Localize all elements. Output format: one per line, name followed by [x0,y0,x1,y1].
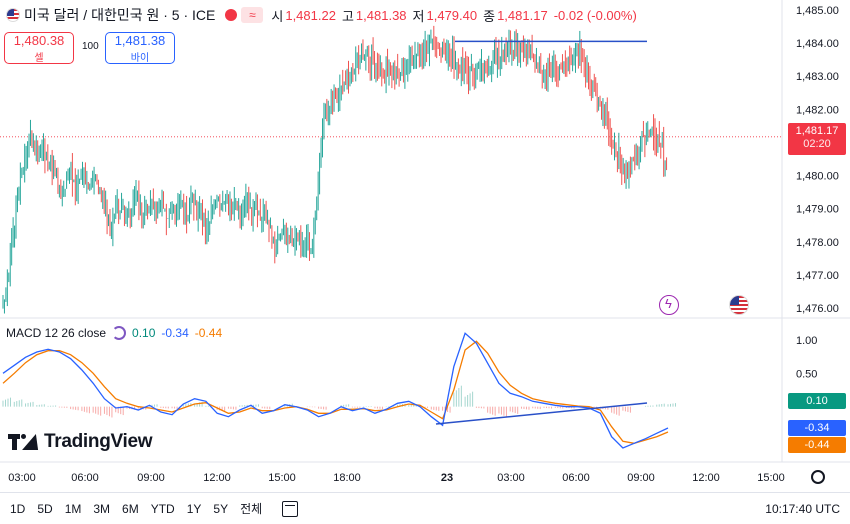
low-label: 저 [412,8,425,24]
tradingview-logo-icon [8,432,44,452]
macd-tick-label: 1.00 [796,335,817,347]
sell-price: 1,480.38 [13,32,65,48]
tradingview-logo[interactable]: TradingView [8,431,153,453]
market-status-icon [225,9,238,21]
last-price-tag: 1,481.17 02:20 [788,123,846,155]
loading-icon [112,326,127,340]
macd-tag: 0.10 [788,393,846,409]
us-flag-icon [6,8,20,22]
price-tick-label: 1,479.00 [796,204,839,216]
chart-header: 미국 달러 / 대한민국 원 · 5 · ICE ≈ 시 1,481.22 고 … [0,0,643,30]
range-button-5[interactable]: YTD [150,501,175,516]
time-tick-label: 06:00 [562,472,590,484]
time-tick-label: 09:00 [137,472,165,484]
range-button-0[interactable]: 1D [10,501,26,516]
sell-button[interactable]: 1,480.38 셀 [4,32,74,64]
macd-tick-label: 0.50 [796,368,817,380]
macd-pane [2,332,676,449]
time-tick-label: 12:00 [203,472,231,484]
time-tick-label: 15:00 [757,472,785,484]
time-tick-label: 18:00 [333,472,361,484]
range-button-4[interactable]: 6M [122,501,139,516]
spread-value: 100 [82,41,99,52]
price-tick-label: 1,480.00 [796,171,839,183]
signal-value: -0.34 [161,326,189,340]
low-value: 1,479.40 [426,7,478,23]
macd-line [2,332,669,449]
chart-canvas[interactable]: 1,476.00 1,477.00 1,478.00 1,479.00 1,480.00… [0,0,850,492]
price-tick-label: 1,483.00 [796,71,839,83]
close-value: 1,481.17 [497,7,548,23]
price-tick-label: 1,482.00 [796,104,839,116]
price-tick-label: 1,476.00 [796,303,839,315]
time-axis: 03:00 06:00 09:00 12:00 15:00 18:00 23 03:00 06:… [8,472,785,484]
open-label: 시 [271,8,284,24]
time-tick-label: 06:00 [71,472,99,484]
macd-trendline[interactable] [435,402,648,425]
time-tick-label: 03:00 [8,472,36,484]
change-value: -0.02 (-0.00%) [553,7,637,23]
buy-button[interactable]: 1,481.38 바이 [105,32,175,64]
macd-legend[interactable]: MACD 12 26 close 0.10 -0.34 -0.44 [6,326,222,340]
time-tick-label: 09:00 [627,472,655,484]
time-tick-label: 23 [441,472,453,484]
range-button-3[interactable]: 3M [93,501,111,516]
gear-icon[interactable] [811,470,825,484]
range-button-2[interactable]: 1M [64,501,82,516]
candles [2,25,668,314]
logo-text: TradingView [44,431,153,452]
buy-label: 바이 [130,52,150,64]
macd-value: 0.10 [132,326,156,340]
buy-price: 1,481.38 [114,32,166,48]
price-tick-label: 1,477.00 [796,270,839,282]
macd-axis: 0.50 1.00 [796,335,817,380]
time-tick-label: 03:00 [497,472,525,484]
range-button-7[interactable]: 5Y [213,501,229,516]
signal-tag: -0.34 [788,420,846,436]
sell-label: 셀 [34,52,44,64]
clock: 10:17:40 UTC [765,502,840,516]
bottom-toolbar: 1D 5D 1M 3M 6M YTD 1Y 5Y 전체 10:17:40 UTC [0,492,850,524]
macd-name: MACD 12 26 close [6,326,107,340]
bolt-icon[interactable] [659,295,679,315]
high-label: 고 [341,8,354,24]
approx-badge[interactable]: ≈ [241,7,264,23]
price-tick-label: 1,484.00 [796,38,839,50]
high-value: 1,481.38 [355,7,407,23]
price-tick-label: 1,478.00 [796,237,839,249]
us-events-icon[interactable] [729,295,749,315]
price-tick-label: 1,485.00 [796,5,839,17]
price-axis: 1,476.00 1,477.00 1,478.00 1,479.00 1,480.00… [796,5,839,315]
hist-value: -0.44 [194,326,223,340]
calendar-icon[interactable] [282,500,299,517]
close-label: 종 [483,8,496,24]
range-button-8[interactable]: 전체 [240,502,263,516]
bar-countdown: 02:20 [803,138,831,150]
symbol-title[interactable]: 미국 달러 / 대한민국 원 · 5 · ICE [24,7,216,23]
signal-line [2,340,669,444]
last-price-value: 1,481.17 [795,125,839,137]
hist-tag: -0.44 [788,437,846,453]
open-value: 1,481.22 [285,7,336,23]
range-buttons: 1D 5D 1M 3M 6M YTD 1Y 5Y 전체 [0,500,264,517]
time-tick-label: 15:00 [268,472,296,484]
range-button-1[interactable]: 5D [37,501,53,516]
time-tick-label: 12:00 [692,472,720,484]
range-button-6[interactable]: 1Y [186,501,202,516]
